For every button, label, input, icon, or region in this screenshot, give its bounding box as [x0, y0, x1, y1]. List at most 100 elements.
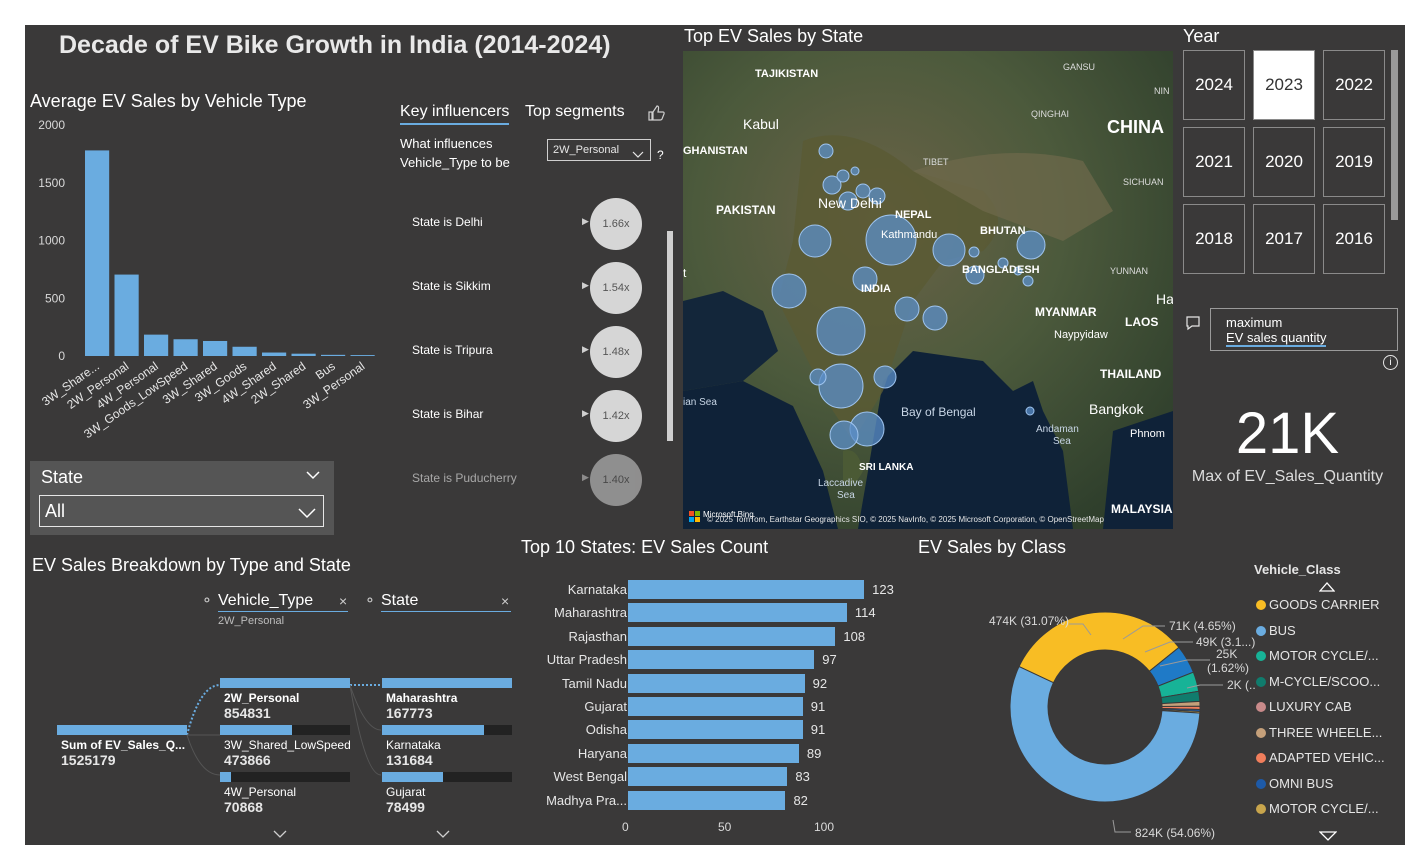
y-tick-label: 500 — [45, 291, 65, 305]
close-icon[interactable]: × — [339, 593, 348, 609]
bar[interactable] — [114, 274, 139, 356]
bar-row[interactable]: Rajasthan 108 — [525, 626, 905, 647]
year-tile-2020[interactable]: 2020 — [1253, 127, 1315, 197]
bar[interactable] — [628, 720, 803, 740]
legend-item[interactable]: MOTOR CYCLE/... — [1256, 801, 1379, 816]
bar[interactable] — [628, 603, 847, 623]
year-tile-2019[interactable]: 2019 — [1323, 127, 1385, 197]
ki-row[interactable]: State is Delhi ▶ 1.66x — [400, 198, 650, 252]
help-icon[interactable]: ? — [657, 148, 664, 162]
state-dropdown[interactable]: All — [39, 495, 324, 527]
decomp-l2-bar-track — [382, 772, 512, 782]
bar[interactable] — [85, 150, 110, 356]
decomp-l2-bar — [382, 725, 485, 735]
class-donut-chart[interactable]: 824K (54.06%) 474K (31.07%) 71K (4.65%) 49K… — [925, 580, 1255, 840]
legend-item[interactable]: ADAPTED VEHIC... — [1256, 750, 1385, 765]
ki-row[interactable]: State is Puducherry ▶ 1.40x — [400, 454, 650, 508]
donut-slice[interactable] — [1009, 665, 1201, 803]
bar-value-label: 123 — [872, 582, 894, 597]
top10-bar-chart[interactable]: Karnataka 123 Maharashtra 114 Rajasthan 108 Ut… — [525, 580, 905, 835]
ki-row[interactable]: State is Sikkim ▶ 1.54x — [400, 262, 650, 316]
bar[interactable] — [628, 580, 865, 599]
decomp-col1-header[interactable]: ⚬ Vehicle_Type × — [201, 592, 351, 616]
x-tick-label: 50 — [718, 820, 732, 834]
ki-row[interactable]: State is Tripura ▶ 1.48x — [400, 326, 650, 380]
qa-input[interactable]: maximum EV sales quantity — [1210, 308, 1398, 351]
bar-row[interactable]: Maharashtra 114 — [525, 603, 905, 623]
donut-slice[interactable] — [1018, 611, 1180, 684]
close-icon[interactable]: × — [501, 593, 510, 609]
map-attribution[interactable]: © 2025 TomTom, Earthstar Geographics SIO… — [707, 515, 1104, 524]
dashboard-title: Decade of EV Bike Growth in India (2014-… — [59, 31, 611, 59]
tab-top-segments[interactable]: Top segments — [525, 103, 625, 120]
year-tile-2018[interactable]: 2018 — [1183, 204, 1245, 274]
chevron-down-icon[interactable] — [273, 826, 287, 844]
bar[interactable] — [628, 650, 815, 670]
bar-row[interactable]: Gujarat 91 — [525, 697, 905, 717]
bar[interactable] — [628, 790, 786, 810]
bar[interactable] — [628, 767, 788, 787]
bar-row[interactable]: Madhya Pra... 82 — [525, 790, 905, 811]
bar-row[interactable]: Karnataka 123 — [525, 580, 905, 600]
state-dropdown-value: All — [45, 501, 66, 521]
ki-target-dropdown[interactable]: 2W_Personal — [547, 139, 651, 161]
bar[interactable] — [144, 334, 169, 356]
chevron-down-icon[interactable] — [436, 826, 450, 844]
legend-item[interactable]: BUS — [1256, 623, 1296, 638]
ki-scrollbar[interactable] — [667, 231, 673, 441]
ki-question-line1: What influences — [400, 136, 493, 151]
bar[interactable] — [203, 340, 228, 356]
legend-item[interactable]: M-CYCLE/SCOO... — [1256, 674, 1380, 689]
year-slicer-label: Year — [1183, 26, 1220, 46]
map-label: ian Sea — [683, 397, 717, 408]
caret-up-icon[interactable] — [1318, 579, 1336, 597]
year-tile-2016[interactable]: 2016 — [1323, 204, 1385, 274]
bar[interactable] — [232, 346, 257, 356]
bar-row[interactable]: Tamil Nadu 92 — [525, 673, 905, 694]
year-tile-2021[interactable]: 2021 — [1183, 127, 1245, 197]
bar[interactable] — [628, 673, 805, 693]
year-tile-2024[interactable]: 2024 — [1183, 50, 1245, 120]
chevron-down-icon[interactable] — [306, 467, 320, 484]
decomp-l2-bar — [382, 678, 512, 688]
tab-key-influencers[interactable]: Key influencers — [400, 103, 510, 125]
avg-sales-bar-chart[interactable]: 05001000150020003W_Share...2W_Personal4W… — [25, 115, 385, 445]
chat-icon[interactable] — [1185, 315, 1201, 331]
legend-item[interactable]: THREE WHEELE... — [1256, 725, 1382, 740]
decomp-col2-title: State — [381, 592, 511, 612]
year-tile-2017[interactable]: 2017 — [1253, 204, 1315, 274]
bar[interactable] — [628, 697, 803, 716]
bar-row[interactable]: Uttar Pradesh 97 — [525, 650, 905, 670]
year-tile-2022[interactable]: 2022 — [1323, 50, 1385, 120]
legend-item[interactable]: GOODS CARRIER — [1256, 597, 1380, 612]
bar[interactable] — [321, 354, 346, 356]
map-label: PAKISTAN — [716, 203, 776, 217]
bar[interactable] — [262, 352, 287, 356]
bar[interactable] — [291, 353, 316, 356]
thumbs-up-icon[interactable] — [647, 105, 665, 126]
legend-item[interactable]: LUXURY CAB — [1256, 699, 1352, 714]
bar-row[interactable]: Haryana 89 — [525, 743, 905, 764]
legend-label: MOTOR CYCLE/... — [1269, 801, 1379, 816]
bar[interactable] — [628, 626, 836, 646]
sales-map[interactable]: TAJIKISTAN GANSU QINGHAI CHINA NIN Kabul… — [683, 51, 1173, 529]
legend-item[interactable]: MOTOR CYCLE/... — [1256, 648, 1379, 663]
info-icon[interactable]: i — [1383, 355, 1398, 370]
qa-line2: EV sales quantity — [1226, 330, 1327, 347]
year-tile-2023[interactable]: 2023 — [1253, 50, 1315, 120]
map-bubbles — [771, 143, 1046, 450]
bar[interactable] — [173, 339, 198, 356]
legend-dot-icon — [1256, 600, 1266, 610]
bar[interactable] — [628, 743, 799, 763]
caret-down-icon[interactable] — [1318, 828, 1338, 846]
bar-category-label: Tamil Nadu — [561, 675, 627, 691]
legend-item[interactable]: OMNI BUS — [1256, 776, 1333, 791]
bar[interactable] — [350, 355, 375, 356]
x-tick-label: 100 — [814, 820, 835, 834]
bar-row[interactable]: Odisha 91 — [525, 720, 905, 740]
bar-value-label: 83 — [795, 769, 810, 785]
decomp-col2-header[interactable]: ⚬ State × — [364, 592, 514, 616]
ki-row[interactable]: State is Bihar ▶ 1.42x — [400, 390, 650, 444]
bar-row[interactable]: West Bengal 83 — [525, 767, 905, 787]
year-scrollbar[interactable] — [1391, 50, 1398, 220]
